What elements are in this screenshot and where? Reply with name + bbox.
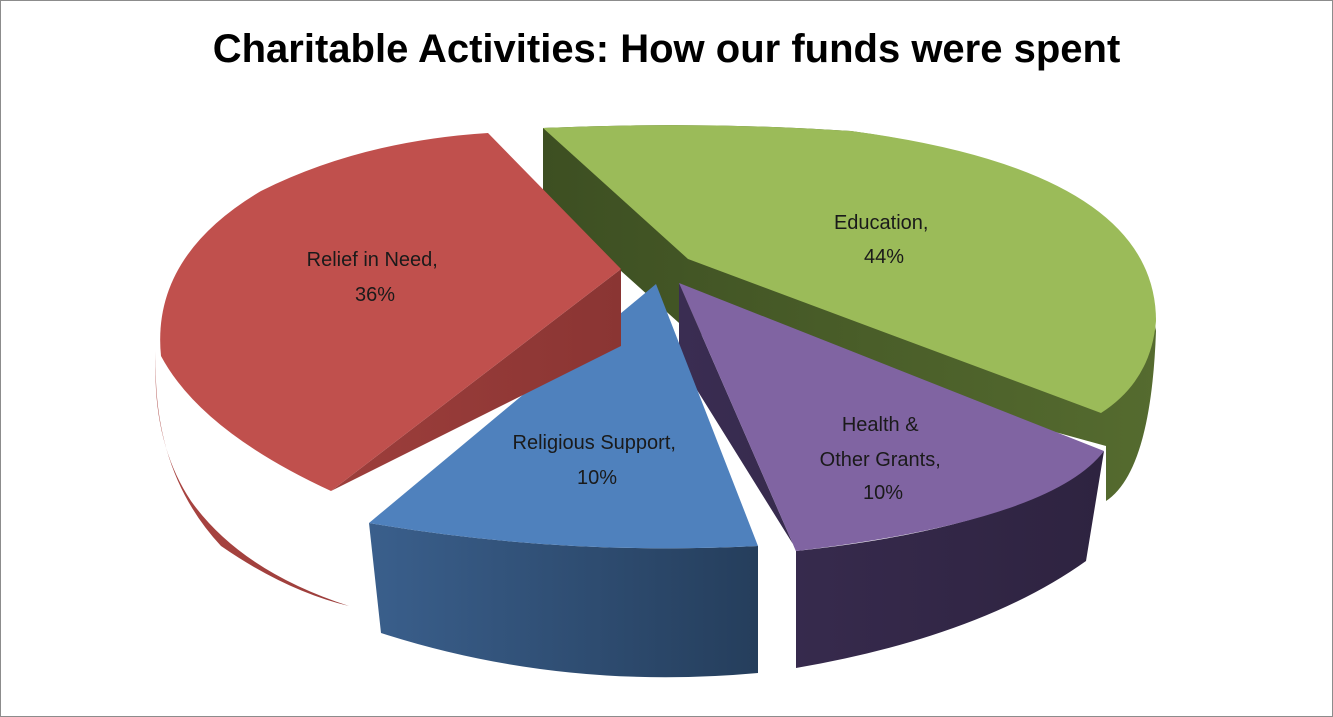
- slice-education: [543, 125, 1156, 501]
- slice-health: [679, 283, 1104, 668]
- label-education: Education, 44%: [834, 212, 934, 268]
- chart-title: Charitable Activities: How our funds wer…: [212, 27, 1121, 71]
- label-health-pct: 10%: [863, 482, 903, 504]
- label-health-name: Health &: [842, 414, 919, 436]
- slice-religious-side: [369, 523, 758, 678]
- label-relief-name: Relief in Need,: [307, 249, 438, 271]
- label-religious-name: Religious Support,: [513, 432, 676, 454]
- slice-health-top: [679, 283, 1104, 551]
- slice-religious: [369, 284, 758, 678]
- label-health: Health & Other Grants, 10%: [820, 414, 947, 504]
- label-education-name: Education,: [834, 212, 929, 234]
- label-health-name-2: Other Grants,: [820, 449, 941, 471]
- slice-religious-top: [369, 284, 758, 549]
- slice-relief-top: [160, 133, 621, 491]
- label-relief: Relief in Need, 36%: [307, 249, 444, 306]
- label-education-pct: 44%: [864, 246, 904, 268]
- slice-relief: [155, 133, 621, 606]
- label-religious: Religious Support, 10%: [513, 432, 682, 489]
- slice-education-top: [543, 125, 1156, 413]
- slice-health-side: [679, 283, 1104, 668]
- label-relief-pct: 36%: [355, 284, 395, 306]
- label-religious-pct: 10%: [577, 467, 617, 489]
